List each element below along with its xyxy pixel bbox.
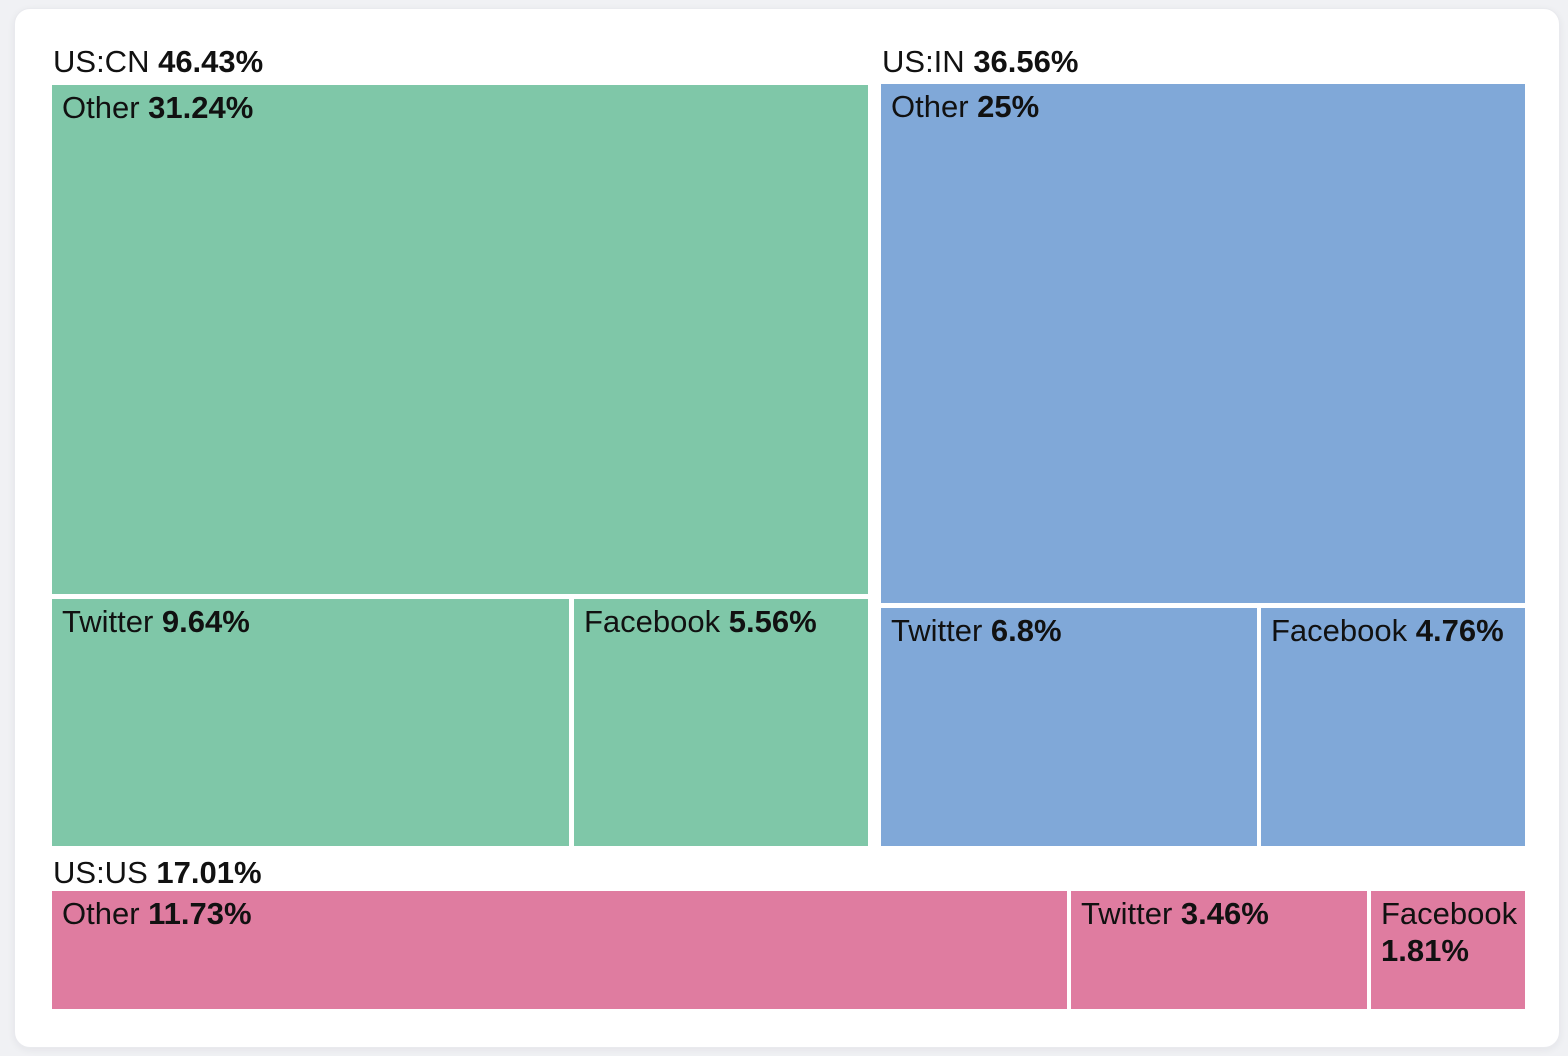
treemap-cell-us-in-twitter[interactable]: Twitter 6.8% xyxy=(881,608,1257,846)
treemap-card: US:CN 46.43% Other 31.24% Twitter 9.64% … xyxy=(14,8,1560,1048)
group-label-us-in: US:IN 36.56% xyxy=(882,45,1078,79)
cell-name: Facebook xyxy=(584,604,721,639)
cell-name: Other xyxy=(62,90,140,125)
treemap-cell-us-us-facebook[interactable]: Facebook 1.81% xyxy=(1371,891,1525,1009)
cell-name: Twitter xyxy=(891,613,983,648)
cell-name: Other xyxy=(62,896,140,931)
cell-name: Facebook xyxy=(1381,896,1518,931)
treemap-cell-us-us-twitter[interactable]: Twitter 3.46% xyxy=(1071,891,1367,1009)
cell-value: 9.64% xyxy=(161,604,250,639)
cell-value: 4.76% xyxy=(1415,613,1504,648)
group-value: 17.01% xyxy=(156,855,262,890)
cell-name: Other xyxy=(891,89,969,124)
treemap-cell-us-in-facebook[interactable]: Facebook 4.76% xyxy=(1261,608,1525,846)
cell-value: 6.8% xyxy=(990,613,1062,648)
group-label-us-us: US:US 17.01% xyxy=(53,856,262,890)
cell-value: 31.24% xyxy=(148,90,254,125)
group-value: 36.56% xyxy=(973,44,1079,79)
group-name: US:IN xyxy=(882,44,965,79)
group-name: US:US xyxy=(53,855,148,890)
cell-name: Twitter xyxy=(1081,896,1173,931)
group-name: US:CN xyxy=(53,44,150,79)
group-label-us-cn: US:CN 46.43% xyxy=(53,45,263,79)
treemap-cell-us-cn-facebook[interactable]: Facebook 5.56% xyxy=(574,599,868,846)
treemap-cell-us-in-other[interactable]: Other 25% xyxy=(881,84,1525,603)
group-value: 46.43% xyxy=(158,44,264,79)
treemap-cell-us-us-other[interactable]: Other 11.73% xyxy=(52,891,1067,1009)
cell-value: 25% xyxy=(977,89,1040,124)
cell-name: Facebook xyxy=(1271,613,1408,648)
cell-value: 1.81% xyxy=(1381,933,1469,968)
cell-value: 11.73% xyxy=(148,896,252,931)
treemap-cell-us-cn-twitter[interactable]: Twitter 9.64% xyxy=(52,599,569,846)
cell-name: Twitter xyxy=(62,604,154,639)
cell-value: 3.46% xyxy=(1180,896,1269,931)
treemap-cell-us-cn-other[interactable]: Other 31.24% xyxy=(52,85,868,594)
cell-value: 5.56% xyxy=(728,604,817,639)
treemap-chart: US:CN 46.43% Other 31.24% Twitter 9.64% … xyxy=(15,9,1559,1047)
